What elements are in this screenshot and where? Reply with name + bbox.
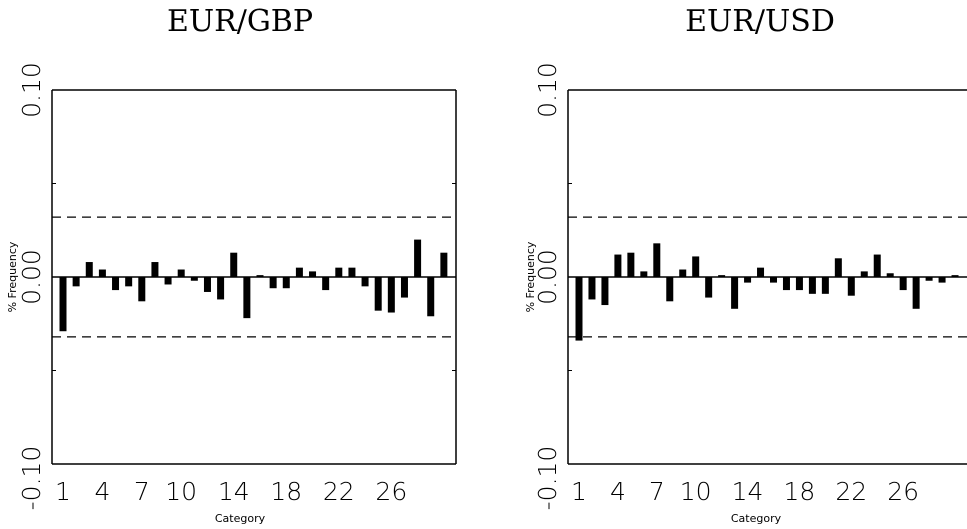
bar-category-3 bbox=[85, 262, 93, 277]
bar-category-28 bbox=[414, 239, 422, 277]
bar-category-11 bbox=[190, 277, 198, 281]
bar-category-23 bbox=[348, 267, 356, 277]
bar-category-20 bbox=[821, 277, 829, 294]
bar-category-25 bbox=[886, 273, 894, 277]
x-tick-label: 4 bbox=[610, 477, 626, 506]
bar-category-9 bbox=[164, 277, 172, 285]
bar-category-2 bbox=[588, 277, 596, 300]
x-tick-label: 4 bbox=[94, 477, 110, 506]
bar-category-22 bbox=[335, 267, 343, 277]
y-axis-label: % Frequency bbox=[524, 241, 537, 312]
bar-category-26 bbox=[387, 277, 395, 313]
x-tick-label: 7 bbox=[134, 477, 150, 506]
x-axis-label: Category bbox=[731, 512, 782, 525]
bar-category-20 bbox=[309, 271, 317, 277]
x-tick-label: 22 bbox=[323, 477, 355, 506]
x-tick-label: 14 bbox=[218, 477, 250, 506]
bar-category-24 bbox=[873, 254, 881, 277]
bar-category-29 bbox=[938, 277, 946, 283]
x-tick-label: 14 bbox=[732, 477, 764, 506]
bar-category-13 bbox=[731, 277, 739, 309]
bar-category-6 bbox=[125, 277, 133, 287]
x-tick-label: 10 bbox=[165, 477, 197, 506]
bar-category-15 bbox=[757, 267, 765, 277]
y-tick-label: 0.00 bbox=[17, 249, 46, 305]
y-tick-label: -0.10 bbox=[17, 446, 46, 511]
bar-category-14 bbox=[230, 252, 238, 277]
bar-category-26 bbox=[899, 277, 907, 291]
bar-category-4 bbox=[98, 269, 106, 277]
bar-category-14 bbox=[744, 277, 752, 283]
chart-title: EUR/USD bbox=[685, 4, 835, 39]
x-tick-label: 1 bbox=[571, 477, 587, 506]
bar-category-19 bbox=[808, 277, 816, 294]
bar-category-21 bbox=[834, 258, 842, 277]
x-tick-label: 18 bbox=[784, 477, 816, 506]
bar-category-23 bbox=[860, 271, 868, 277]
chart-panel-1: EUR/GBP 0.10 0.00 -0.10 % Frequency Category 1… bbox=[6, 4, 457, 525]
bar-category-1 bbox=[59, 277, 67, 332]
bar-category-27 bbox=[400, 277, 408, 298]
chart-title: EUR/GBP bbox=[167, 4, 313, 39]
bar-category-30 bbox=[440, 252, 448, 277]
bar-category-12 bbox=[718, 275, 726, 277]
bar-category-7 bbox=[138, 277, 146, 302]
bar-category-29 bbox=[427, 277, 435, 317]
y-tick-label: 0.10 bbox=[17, 62, 46, 118]
y-tick-label: 0.10 bbox=[533, 62, 562, 118]
bar-category-27 bbox=[912, 277, 920, 309]
bar-category-10 bbox=[692, 256, 700, 277]
x-tick-label: 7 bbox=[649, 477, 665, 506]
x-tick-label: 26 bbox=[887, 477, 919, 506]
x-axis-label: Category bbox=[215, 512, 266, 525]
bar-category-30 bbox=[951, 275, 959, 277]
y-tick-label: -0.10 bbox=[533, 446, 562, 511]
bar-category-25 bbox=[374, 277, 382, 311]
bar-category-9 bbox=[679, 269, 687, 277]
x-tick-label: 22 bbox=[835, 477, 867, 506]
bar-category-16 bbox=[770, 277, 777, 283]
bar-category-3 bbox=[601, 277, 609, 306]
bar-category-6 bbox=[640, 271, 648, 277]
bar-category-19 bbox=[295, 267, 303, 277]
bar-category-10 bbox=[177, 269, 185, 277]
bar-category-8 bbox=[666, 277, 674, 302]
bar-category-21 bbox=[322, 277, 330, 291]
bar-category-15 bbox=[243, 277, 251, 319]
bar-category-13 bbox=[217, 277, 225, 300]
x-tick-label: 10 bbox=[680, 477, 712, 506]
bar-category-18 bbox=[282, 277, 290, 289]
bar-category-18 bbox=[795, 277, 803, 291]
bar-category-4 bbox=[614, 254, 622, 277]
bar-category-28 bbox=[925, 277, 933, 281]
bar-category-5 bbox=[627, 252, 635, 277]
x-tick-label: 26 bbox=[375, 477, 407, 506]
bar-category-12 bbox=[203, 277, 211, 292]
bar-category-2 bbox=[72, 277, 80, 287]
bar-category-16 bbox=[256, 275, 264, 277]
bar-category-24 bbox=[361, 277, 369, 287]
bar-category-11 bbox=[705, 277, 713, 298]
y-tick-label: 0.00 bbox=[533, 249, 562, 305]
bar-category-17 bbox=[269, 277, 277, 289]
y-axis-label: % Frequency bbox=[6, 241, 19, 312]
bar-category-17 bbox=[782, 277, 790, 291]
bar-category-5 bbox=[112, 277, 120, 291]
bar-category-1 bbox=[575, 277, 583, 341]
x-tick-label: 1 bbox=[55, 477, 71, 506]
x-tick-label: 18 bbox=[270, 477, 302, 506]
bar-category-8 bbox=[151, 262, 159, 277]
bar-category-7 bbox=[653, 243, 661, 277]
bar-category-22 bbox=[847, 277, 855, 296]
